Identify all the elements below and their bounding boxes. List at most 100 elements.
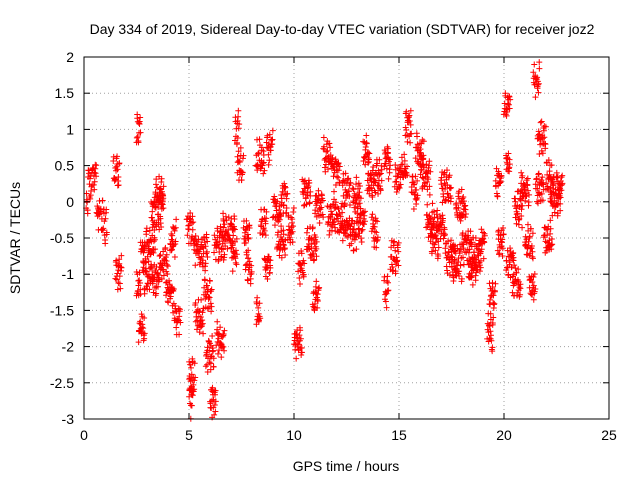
data-point — [305, 246, 312, 253]
data-point — [468, 273, 475, 280]
data-point — [512, 198, 519, 205]
data-point — [310, 250, 317, 257]
data-point — [342, 170, 349, 177]
data-point — [441, 232, 448, 239]
data-point — [432, 239, 439, 246]
data-point — [339, 237, 346, 244]
data-point — [303, 201, 310, 208]
data-point — [376, 156, 383, 163]
data-point — [506, 164, 513, 171]
data-point — [361, 212, 368, 219]
data-point — [188, 402, 195, 409]
data-point — [315, 187, 322, 194]
data-point — [543, 180, 550, 187]
data-point — [322, 161, 329, 168]
data-point — [155, 283, 162, 290]
data-point — [99, 197, 106, 204]
data-point — [323, 148, 330, 155]
data-point — [487, 328, 494, 335]
data-point — [335, 167, 342, 174]
data-point — [384, 287, 391, 294]
data-point — [92, 170, 99, 177]
data-point — [137, 114, 144, 121]
data-point — [220, 224, 227, 231]
data-point — [395, 170, 402, 177]
data-point — [203, 351, 210, 358]
data-point — [331, 205, 338, 212]
data-point — [135, 139, 142, 146]
data-point — [423, 224, 430, 231]
data-point — [375, 190, 382, 197]
data-point — [234, 117, 241, 124]
data-point — [245, 234, 252, 241]
data-point — [219, 343, 226, 350]
data-point — [260, 159, 267, 166]
data-point — [546, 168, 553, 175]
data-point — [162, 279, 169, 286]
data-point — [430, 208, 437, 215]
data-point — [313, 253, 320, 260]
data-point — [173, 324, 180, 331]
data-point — [168, 231, 175, 238]
data-point — [404, 138, 411, 145]
data-point — [215, 350, 222, 357]
data-point — [141, 335, 148, 342]
data-point — [221, 221, 228, 228]
data-point — [549, 241, 556, 248]
y-tick-label: -1.5 — [50, 302, 74, 318]
data-point — [385, 287, 392, 294]
data-point — [366, 184, 373, 191]
data-point — [331, 188, 338, 195]
data-point — [373, 244, 380, 251]
data-point — [358, 227, 365, 234]
data-point — [512, 214, 519, 221]
data-point — [199, 309, 206, 316]
data-point — [536, 65, 543, 72]
data-point — [332, 156, 339, 163]
data-point — [470, 249, 477, 256]
data-point — [530, 282, 537, 289]
data-point — [208, 303, 215, 310]
data-point — [494, 193, 501, 200]
data-point — [336, 163, 343, 170]
data-point — [548, 235, 555, 242]
data-point — [271, 222, 278, 229]
data-point — [227, 220, 234, 227]
data-point — [507, 245, 514, 252]
data-point — [280, 241, 287, 248]
data-point — [115, 182, 122, 189]
data-point — [332, 199, 339, 206]
data-point — [296, 332, 303, 339]
data-point — [301, 260, 308, 267]
data-point — [116, 260, 123, 267]
data-point — [153, 290, 160, 297]
data-point — [544, 232, 551, 239]
data-point — [285, 232, 292, 239]
data-point — [356, 200, 363, 207]
data-point — [489, 344, 496, 351]
data-point — [355, 180, 362, 187]
data-point — [266, 157, 273, 164]
data-point — [529, 279, 536, 286]
data-point — [496, 250, 503, 257]
data-point — [376, 171, 383, 178]
data-point — [204, 238, 211, 245]
x-tick-label: 15 — [391, 427, 407, 443]
data-point — [93, 173, 100, 180]
data-point — [472, 277, 479, 284]
data-point — [234, 135, 241, 142]
data-point — [208, 397, 215, 404]
data-point — [143, 268, 150, 275]
x-tick-labels: 0 5 10 15 20 25 — [80, 427, 617, 443]
data-point — [115, 174, 122, 181]
data-point — [256, 136, 263, 143]
data-point — [241, 229, 248, 236]
data-point — [423, 161, 430, 168]
data-point — [526, 233, 533, 240]
data-point — [166, 281, 173, 288]
data-point — [204, 282, 211, 289]
data-point — [539, 174, 546, 181]
data-point — [374, 160, 381, 167]
data-point — [171, 227, 178, 234]
data-point — [153, 176, 160, 183]
